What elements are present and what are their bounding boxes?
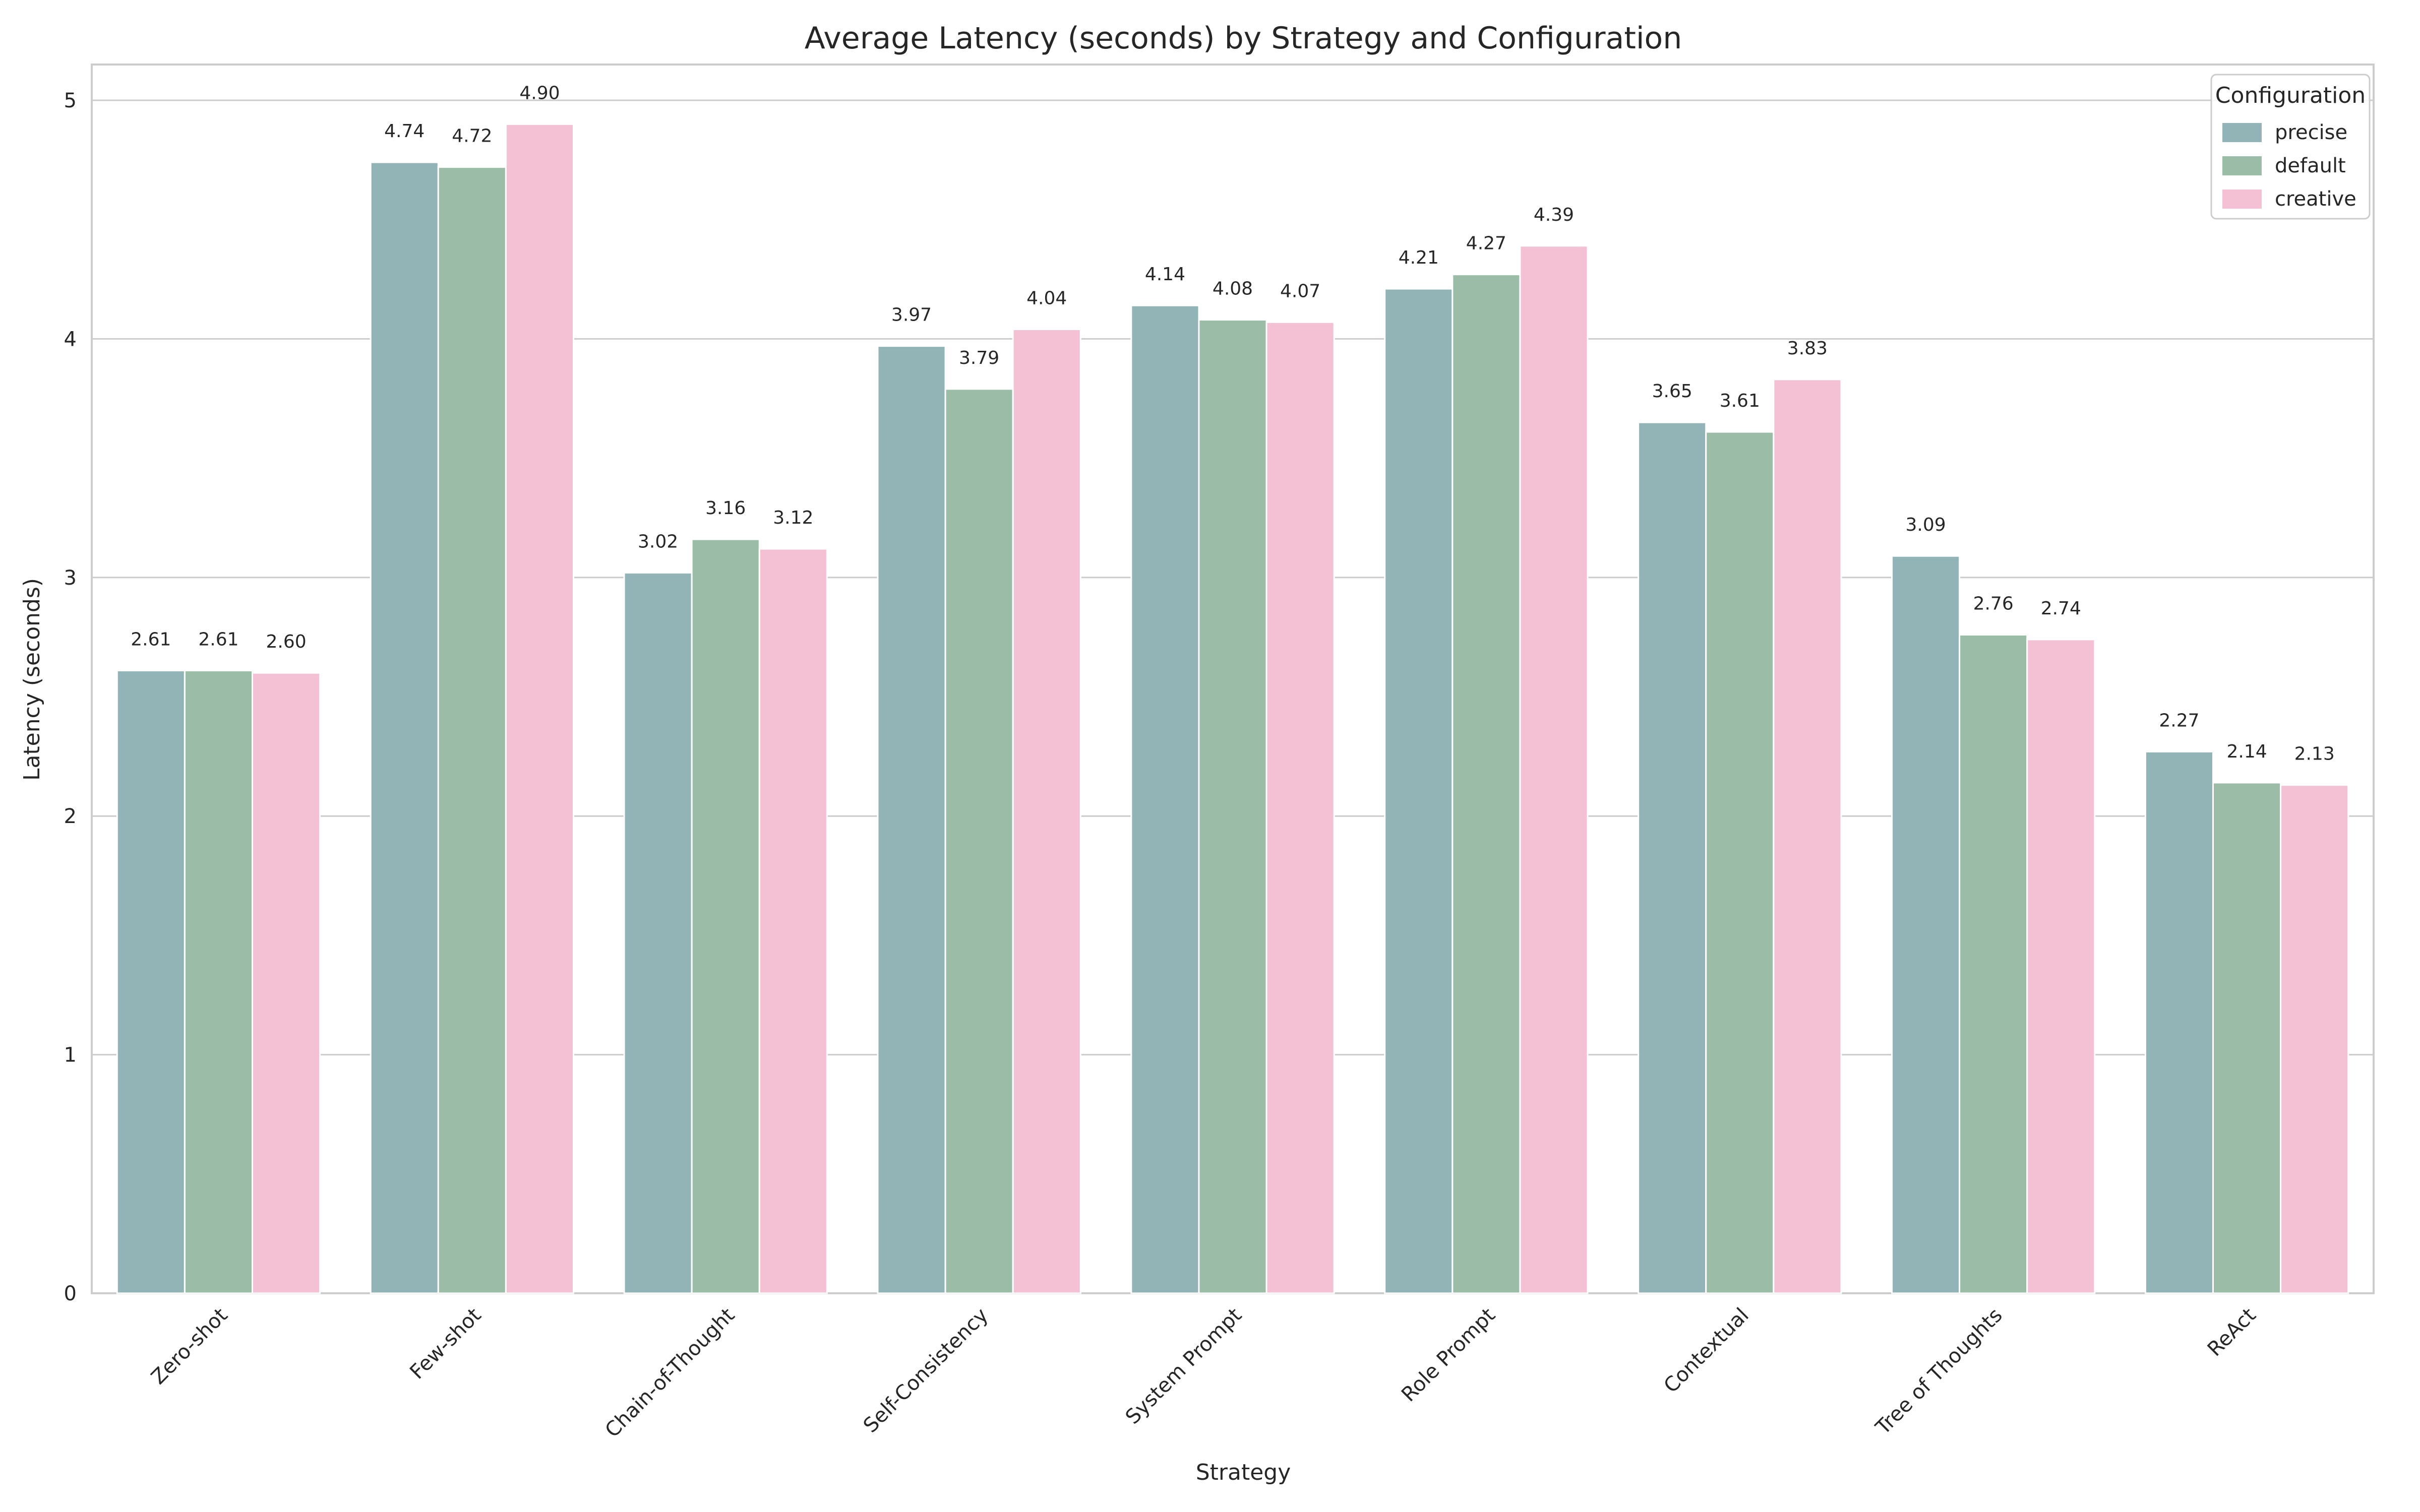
legend-box [2210, 74, 2371, 220]
value-label: 4.21 [1399, 247, 1439, 268]
bar-creative [2280, 784, 2349, 1294]
bar-precise [1130, 304, 1200, 1294]
value-label: 3.12 [773, 508, 813, 528]
legend-label-default: default [2275, 154, 2346, 177]
legend-title: Configuration [2215, 83, 2366, 108]
x-tick-label: Tree of Thoughts [1871, 1304, 2007, 1440]
bar-precise [1891, 555, 1961, 1294]
bar-precise [1638, 421, 1707, 1294]
bar-default [1451, 274, 1521, 1294]
value-label: 4.07 [1280, 281, 1320, 301]
value-label: 2.76 [1973, 593, 2014, 614]
value-label: 2.27 [2159, 710, 2199, 731]
legend: Configuration precise default creative [2210, 74, 2371, 220]
bars-group [116, 123, 2349, 1294]
value-label: 4.14 [1145, 264, 1185, 285]
x-tick-label: Self-Consistency [859, 1304, 993, 1437]
x-tick-label: Contextual [1659, 1304, 1753, 1398]
value-label: 4.72 [452, 126, 492, 147]
bar-creative [1265, 321, 1335, 1294]
x-tick-label: Chain-of-Thought [601, 1304, 740, 1442]
x-tick-label: ReAct [2203, 1304, 2261, 1361]
value-label: 2.14 [2226, 741, 2267, 762]
y-tick-label: 5 [64, 89, 77, 112]
bar-default [437, 166, 507, 1294]
value-label: 4.39 [1534, 205, 1574, 225]
legend-swatch-precise [2222, 123, 2262, 142]
value-label: 3.16 [705, 498, 746, 519]
bar-creative [1012, 328, 1081, 1294]
legend-label-precise: precise [2275, 121, 2347, 144]
value-label: 4.27 [1466, 233, 1506, 254]
value-label: 3.09 [1905, 515, 1946, 535]
x-tick-label: System Prompt [1121, 1304, 1246, 1429]
value-label: 4.08 [1213, 279, 1253, 299]
bar-creative [758, 548, 828, 1294]
bar-default [1705, 431, 1775, 1294]
bar-precise [116, 669, 186, 1294]
x-tick-label: Few-shot [405, 1304, 486, 1384]
bar-creative [2026, 639, 2096, 1294]
x-tick-label: Role Prompt [1397, 1304, 1500, 1407]
x-tick-label: Zero-shot [147, 1304, 232, 1389]
bar-creative [505, 123, 574, 1294]
value-label: 3.61 [1720, 391, 1760, 411]
value-label: 2.74 [2041, 598, 2081, 619]
legend-swatch-creative [2222, 190, 2262, 209]
bar-default [1198, 319, 1267, 1294]
value-label: 2.13 [2294, 744, 2335, 765]
x-axis-ticks: Zero-shot Few-shot Chain-of-Thought Self-Co… [147, 1304, 2261, 1442]
y-tick-label: 3 [64, 566, 77, 590]
chart-title: Average Latency (seconds) by Strategy an… [805, 21, 1682, 56]
value-label: 2.61 [131, 629, 171, 650]
value-label: 3.97 [891, 305, 932, 326]
bar-precise [1384, 288, 1454, 1294]
bar-creative [251, 672, 321, 1294]
bar-precise [370, 161, 439, 1294]
bar-default [944, 388, 1014, 1294]
y-tick-label: 0 [64, 1282, 77, 1305]
value-label: 3.65 [1652, 381, 1692, 402]
x-axis-title: Strategy [1196, 1460, 1291, 1485]
bar-creative [1773, 379, 1842, 1294]
value-labels-group: 2.61 2.61 2.60 4.74 4.72 4.90 3.02 3.16 3.12 3.97… [131, 83, 2334, 764]
y-tick-label: 4 [64, 328, 77, 351]
legend-swatch-default [2222, 156, 2262, 175]
bar-precise [623, 572, 693, 1294]
y-axis-ticks: 0 1 2 3 4 5 [64, 89, 77, 1305]
y-tick-label: 1 [64, 1044, 77, 1067]
bar-default [691, 538, 760, 1294]
y-tick-label: 2 [64, 805, 77, 828]
legend-label-creative: creative [2275, 187, 2356, 211]
value-label: 2.61 [198, 629, 238, 650]
bar-precise [877, 345, 946, 1294]
bar-default [2212, 782, 2282, 1294]
bar-creative [1519, 245, 1589, 1294]
value-label: 4.74 [384, 121, 425, 142]
value-label: 3.02 [638, 531, 678, 552]
value-label: 4.90 [519, 83, 560, 103]
value-label: 3.83 [1787, 338, 1828, 359]
bar-default [1959, 634, 2028, 1294]
bar-default [184, 669, 253, 1294]
value-label: 4.04 [1026, 288, 1067, 308]
value-label: 3.79 [959, 348, 999, 368]
bar-precise [2144, 750, 2214, 1294]
value-label: 2.60 [266, 632, 306, 652]
y-axis-title: Latency (seconds) [19, 578, 45, 781]
